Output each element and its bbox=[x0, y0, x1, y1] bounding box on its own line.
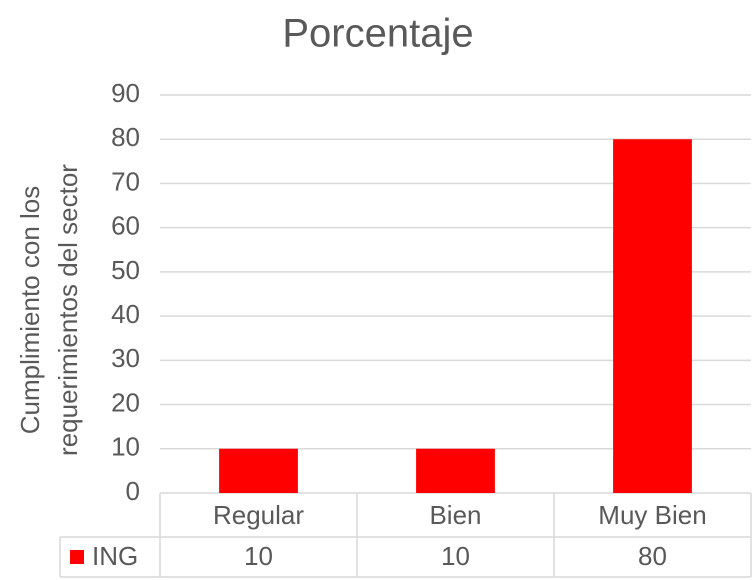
y-tick-label: 30 bbox=[111, 343, 140, 373]
bar bbox=[219, 448, 298, 493]
x-tick-label: Regular bbox=[213, 500, 304, 530]
chart-title: Porcentaje bbox=[282, 12, 473, 56]
bar bbox=[613, 139, 692, 493]
y-tick-label: 60 bbox=[111, 211, 140, 241]
y-axis-label: requerimientos del sector bbox=[53, 164, 83, 456]
y-tick-label: 40 bbox=[111, 299, 140, 329]
y-tick-label: 10 bbox=[111, 432, 140, 462]
legend-label: ING bbox=[92, 541, 138, 571]
legend-swatch bbox=[70, 550, 84, 564]
y-tick-label: 90 bbox=[111, 78, 140, 108]
y-tick-label: 0 bbox=[126, 476, 140, 506]
bar bbox=[416, 448, 495, 493]
y-tick-label: 70 bbox=[111, 166, 140, 196]
y-tick-label: 80 bbox=[111, 122, 140, 152]
y-axis-label: Cumplimiento con los bbox=[15, 186, 45, 435]
y-tick-label: 20 bbox=[111, 387, 140, 417]
table-value: 10 bbox=[441, 541, 470, 571]
x-tick-label: Muy Bien bbox=[598, 500, 706, 530]
table-value: 10 bbox=[244, 541, 273, 571]
table-value: 80 bbox=[638, 541, 667, 571]
x-tick-label: Bien bbox=[429, 500, 481, 530]
y-tick-label: 50 bbox=[111, 255, 140, 285]
